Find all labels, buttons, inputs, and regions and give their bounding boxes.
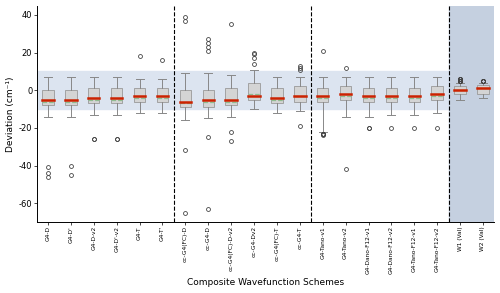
Bar: [432, 86, 443, 100]
Bar: [36, 71, 494, 109]
Bar: [134, 88, 145, 102]
Bar: [202, 90, 214, 107]
Bar: [363, 88, 374, 102]
Bar: [111, 88, 122, 103]
Bar: [156, 88, 168, 102]
Bar: [248, 83, 260, 100]
Bar: [42, 90, 54, 105]
Bar: [294, 86, 306, 102]
Bar: [180, 90, 191, 107]
Bar: [317, 88, 328, 102]
Bar: [448, 6, 494, 222]
Bar: [65, 90, 76, 105]
Bar: [271, 88, 282, 103]
Bar: [88, 88, 100, 103]
Bar: [478, 85, 488, 94]
Bar: [454, 86, 466, 94]
Bar: [340, 86, 351, 100]
Bar: [226, 88, 237, 105]
Bar: [386, 88, 397, 102]
X-axis label: Composite Wavefunction Schemes: Composite Wavefunction Schemes: [187, 278, 344, 287]
Bar: [408, 88, 420, 102]
Y-axis label: Deviation (cm⁻¹): Deviation (cm⁻¹): [6, 76, 15, 151]
